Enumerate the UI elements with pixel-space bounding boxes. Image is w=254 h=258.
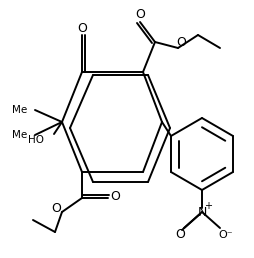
Text: O: O bbox=[176, 36, 186, 50]
Text: HO: HO bbox=[28, 135, 44, 145]
Text: O: O bbox=[51, 201, 61, 214]
Text: O: O bbox=[110, 189, 120, 203]
Text: O: O bbox=[135, 9, 145, 21]
Text: O: O bbox=[77, 21, 87, 35]
Text: Me: Me bbox=[12, 105, 27, 115]
Text: O: O bbox=[175, 229, 185, 241]
Text: N: N bbox=[197, 206, 207, 219]
Text: O⁻: O⁻ bbox=[219, 230, 233, 240]
Text: +: + bbox=[204, 201, 212, 211]
Text: Me: Me bbox=[12, 130, 27, 140]
